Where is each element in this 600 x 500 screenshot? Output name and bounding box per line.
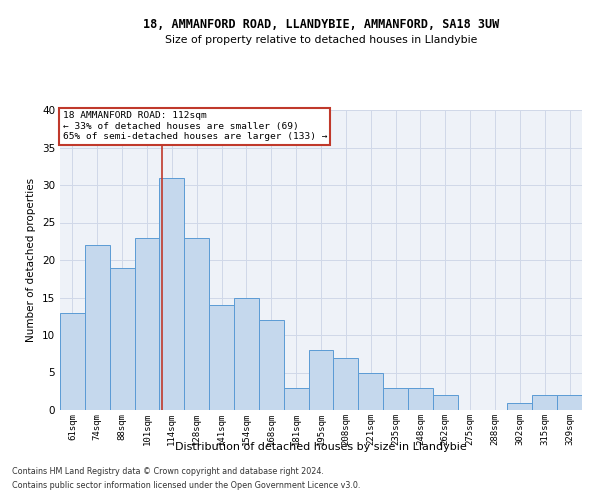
Bar [408,388,433,410]
Bar [134,238,160,410]
Text: Distribution of detached houses by size in Llandybie: Distribution of detached houses by size … [175,442,467,452]
Bar [508,402,532,410]
Text: Size of property relative to detached houses in Llandybie: Size of property relative to detached ho… [165,35,477,45]
Bar [234,298,259,410]
Text: 18 AMMANFORD ROAD: 112sqm
← 33% of detached houses are smaller (69)
65% of semi-: 18 AMMANFORD ROAD: 112sqm ← 33% of detac… [62,112,327,142]
Bar [160,178,184,410]
Bar [259,320,284,410]
Bar [284,388,308,410]
Text: Contains public sector information licensed under the Open Government Licence v3: Contains public sector information licen… [12,481,361,490]
Bar [334,358,358,410]
Bar [557,395,582,410]
Bar [184,238,209,410]
Y-axis label: Number of detached properties: Number of detached properties [26,178,37,342]
Text: 18, AMMANFORD ROAD, LLANDYBIE, AMMANFORD, SA18 3UW: 18, AMMANFORD ROAD, LLANDYBIE, AMMANFORD… [143,18,499,30]
Bar [383,388,408,410]
Bar [433,395,458,410]
Bar [532,395,557,410]
Bar [358,372,383,410]
Bar [60,312,85,410]
Bar [85,245,110,410]
Bar [308,350,334,410]
Bar [209,305,234,410]
Text: Contains HM Land Registry data © Crown copyright and database right 2024.: Contains HM Land Registry data © Crown c… [12,467,324,476]
Bar [110,268,134,410]
